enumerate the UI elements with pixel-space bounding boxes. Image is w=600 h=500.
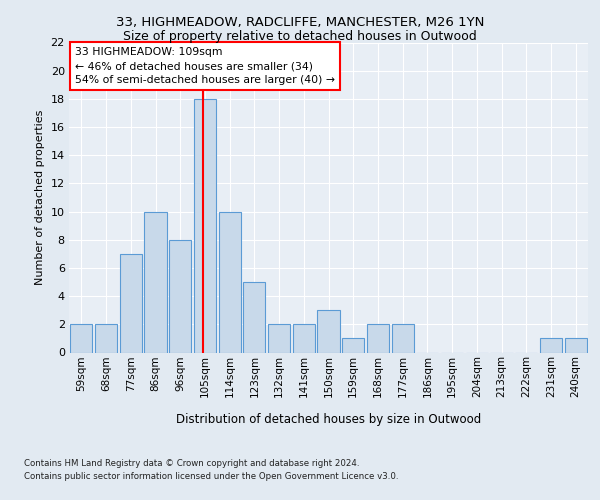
Bar bbox=[218, 212, 241, 352]
Bar bbox=[540, 338, 562, 352]
Text: Contains HM Land Registry data © Crown copyright and database right 2024.: Contains HM Land Registry data © Crown c… bbox=[24, 459, 359, 468]
Bar bbox=[145, 212, 167, 352]
Text: 33 HIGHMEADOW: 109sqm
← 46% of detached houses are smaller (34)
54% of semi-deta: 33 HIGHMEADOW: 109sqm ← 46% of detached … bbox=[75, 47, 335, 85]
Bar bbox=[95, 324, 117, 352]
Bar bbox=[367, 324, 389, 352]
Bar bbox=[293, 324, 315, 352]
Bar bbox=[317, 310, 340, 352]
Bar bbox=[392, 324, 414, 352]
Text: Contains public sector information licensed under the Open Government Licence v3: Contains public sector information licen… bbox=[24, 472, 398, 481]
Y-axis label: Number of detached properties: Number of detached properties bbox=[35, 110, 45, 285]
Text: Distribution of detached houses by size in Outwood: Distribution of detached houses by size … bbox=[176, 412, 481, 426]
Bar bbox=[243, 282, 265, 352]
Bar bbox=[565, 338, 587, 352]
Text: 33, HIGHMEADOW, RADCLIFFE, MANCHESTER, M26 1YN: 33, HIGHMEADOW, RADCLIFFE, MANCHESTER, M… bbox=[116, 16, 484, 29]
Bar bbox=[169, 240, 191, 352]
Bar bbox=[342, 338, 364, 352]
Text: Size of property relative to detached houses in Outwood: Size of property relative to detached ho… bbox=[123, 30, 477, 43]
Bar bbox=[268, 324, 290, 352]
Bar bbox=[119, 254, 142, 352]
Bar bbox=[70, 324, 92, 352]
Bar bbox=[194, 99, 216, 352]
